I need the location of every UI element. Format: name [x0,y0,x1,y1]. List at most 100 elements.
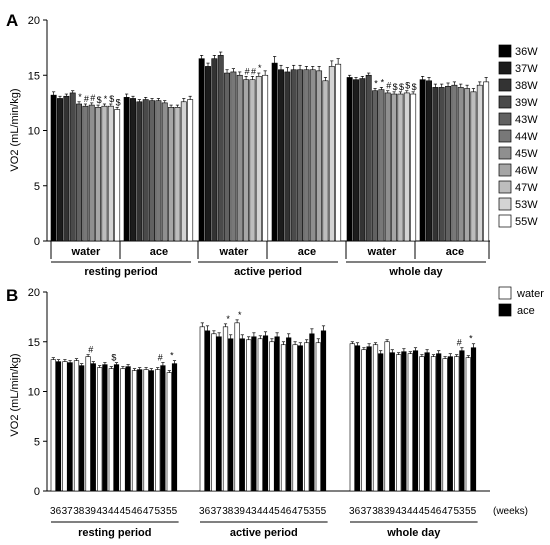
legend-swatch-45W [498,146,512,160]
legend-swatch-36W [498,44,512,58]
week-label: 36 [199,506,211,517]
bar-b-water-39 [85,356,91,492]
bar-b-water-55 [166,372,172,492]
legend-label: 43W [515,114,538,126]
panel-a-label: A [6,11,18,30]
legend-swatch-38W [498,78,512,92]
bar-a-water-46W [391,93,398,242]
week-label: 46 [131,506,143,517]
bar-b-ace-43 [401,351,407,492]
legend-label: 46W [515,165,538,177]
bar-a-ace-46W [316,70,323,242]
panel-a-y-tick-label: 5 [34,181,40,193]
week-label: 44 [257,506,269,517]
bar-b-ace-53 [459,350,465,492]
week-label: 55 [315,506,327,517]
bar-a-water-55W [262,74,269,242]
bar-b-water-39 [234,322,240,492]
bar-b-water-45 [120,368,126,492]
bar-b-ace-55 [320,330,327,492]
bar-b-water-39 [384,341,390,492]
sig-mark: * [374,79,378,89]
legend-swatch-47W [498,180,512,194]
sig-mark: * [226,314,230,324]
bar-b-water-37 [211,333,217,492]
bar-a-water-53W [403,92,410,242]
legend-label: 44W [515,131,538,143]
week-label: 43 [395,506,407,517]
bar-b-ace-37 [216,336,222,492]
sig-mark: * [238,310,242,320]
sig-mark: # [158,353,163,363]
bar-b-ace-55 [470,347,477,492]
week-label: 45 [269,506,281,517]
legend-swatch-53W [498,197,512,211]
bar-a-ace-45W [457,87,464,242]
subgroup-label: ace [298,246,316,258]
bar-a-ace-38W [284,71,291,242]
period-label: resting period [84,266,157,278]
sig-mark: * [469,334,473,344]
sig-mark: * [78,92,82,102]
week-label: 46 [280,506,292,517]
bar-a-ace-37W [130,98,136,242]
week-label: 55 [465,506,477,517]
week-label: 43 [96,506,108,517]
bar-a-water-44W [230,71,237,242]
bar-b-ace-38 [228,338,234,492]
bar-b-ace-37 [366,346,372,492]
bar-b-water-37 [361,349,367,492]
bar-b-water-38 [222,326,229,492]
bar-b-water-38 [73,360,80,492]
bar-b-ace-39 [389,352,395,492]
panel-a-y-tick-label: 15 [28,70,40,82]
bar-b-water-44 [108,368,114,492]
sig-mark: # [386,81,391,91]
legend-label: 47W [515,182,538,194]
panel-b-ylabel: VO2 (mL/min/kg) [9,353,21,436]
bar-a-water-36W [50,94,57,242]
bar-a-water-43W [224,72,230,242]
bar-b-water-36 [349,343,355,492]
subgroup-label: water [71,246,101,258]
week-label: 39 [234,506,246,517]
panel-a-ylabel: VO2 (mL/min/kg) [9,88,21,171]
subgroup-label: ace [150,246,168,258]
subgroup-label: ace [446,246,464,258]
sig-mark: $ [412,82,417,92]
week-label: 45 [419,506,431,517]
sig-mark: # [90,93,95,103]
bar-a-water-37W [353,79,359,242]
sig-mark: * [381,77,385,87]
bar-a-water-46W [243,79,250,242]
bar-b-ace-46 [137,369,143,492]
panel-b-label: B [6,286,18,305]
sig-mark: * [170,351,174,361]
week-label: 36 [50,506,62,517]
bar-b-water-44 [407,353,413,492]
bar-b-ace-45 [125,366,131,492]
period-label: whole day [388,266,443,278]
panel-a-y-tick-label: 0 [34,236,40,248]
week-label: 53 [453,506,465,517]
bar-a-water-36W [198,58,205,242]
bar-b-water-46 [280,344,287,492]
week-label: 38 [222,506,234,517]
bar-a-ace-53W [476,84,483,242]
bar-b-water-55 [465,357,471,492]
week-label: 38 [73,506,85,517]
bar-b-ace-38 [79,365,85,492]
week-label: 43 [245,506,257,517]
bar-b-ace-37 [67,362,73,492]
legend-label: 39W [515,97,538,109]
week-label: 39 [85,506,97,517]
bar-a-ace-43W [445,86,451,242]
bar-a-ace-44W [155,100,162,242]
bar-a-water-47W [397,93,404,242]
bar-b-water-47 [292,344,298,492]
bar-a-ace-44W [303,69,310,242]
bar-a-water-44W [378,89,385,242]
bar-a-ace-39W [438,87,445,242]
